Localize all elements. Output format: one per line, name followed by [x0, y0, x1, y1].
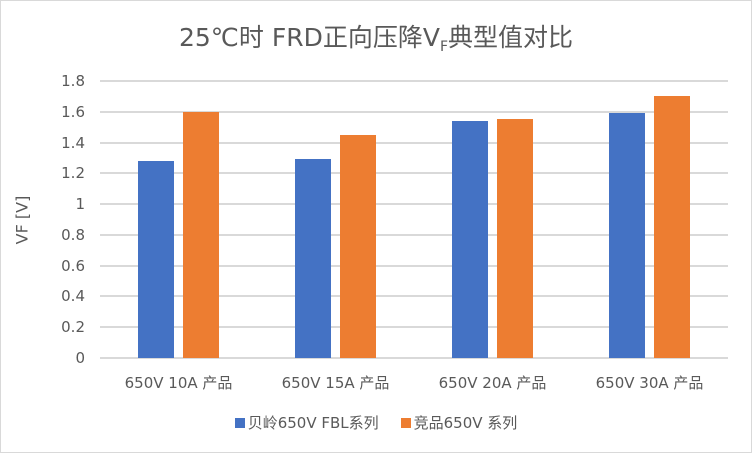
bar[interactable] [609, 113, 645, 358]
gridline [100, 295, 728, 298]
y-tick-label: 0.6 [61, 256, 85, 275]
bar[interactable] [340, 134, 376, 358]
x-tick-label: 650V 20A 产品 [438, 374, 547, 392]
gridline [100, 172, 728, 175]
gridline [100, 203, 728, 206]
legend-swatch-icon [400, 417, 411, 428]
gridline [100, 264, 728, 267]
y-tick-label: 0.4 [61, 287, 85, 306]
bar[interactable] [497, 119, 533, 358]
y-tick-label: 1 [75, 195, 85, 214]
y-axis-label: VF [V] [12, 195, 32, 245]
gridline [100, 233, 728, 236]
y-tick-label: 1.2 [61, 164, 85, 183]
y-tick-label: 0 [75, 349, 85, 367]
y-tick-label: 1.8 [61, 72, 85, 90]
y-tick-label: 0.2 [61, 318, 85, 337]
x-tick-label: 650V 15A 产品 [281, 374, 390, 392]
bar[interactable] [138, 161, 174, 358]
gridline [100, 110, 728, 113]
x-tick-label: 650V 30A 产品 [595, 374, 704, 392]
legend-item[interactable]: 贝岭650V FBL系列 [234, 412, 379, 433]
legend-label: 贝岭650V FBL系列 [247, 414, 379, 432]
gridline [100, 326, 728, 329]
gridline [100, 357, 728, 359]
legend-item[interactable]: 竞品650V 系列 [400, 412, 518, 433]
gridline [100, 141, 728, 144]
x-tick-label: 650V 10A 产品 [124, 374, 233, 392]
legend-label: 竞品650V 系列 [413, 414, 518, 432]
plot-area [100, 80, 728, 359]
bar[interactable] [452, 121, 488, 358]
legend: 贝岭650V FBL系列 竞品650V 系列 [0, 412, 752, 433]
y-tick-label: 0.8 [61, 225, 85, 244]
legend-swatch-icon [234, 417, 245, 428]
bar[interactable] [295, 159, 331, 358]
bar[interactable] [183, 111, 219, 358]
y-tick-label: 1.4 [61, 133, 85, 152]
bar[interactable] [654, 96, 690, 358]
chart-title: 25℃时 FRD正向压降VF典型值对比 [178, 23, 574, 55]
y-tick-label: 1.6 [61, 102, 85, 121]
gridline [100, 80, 728, 82]
